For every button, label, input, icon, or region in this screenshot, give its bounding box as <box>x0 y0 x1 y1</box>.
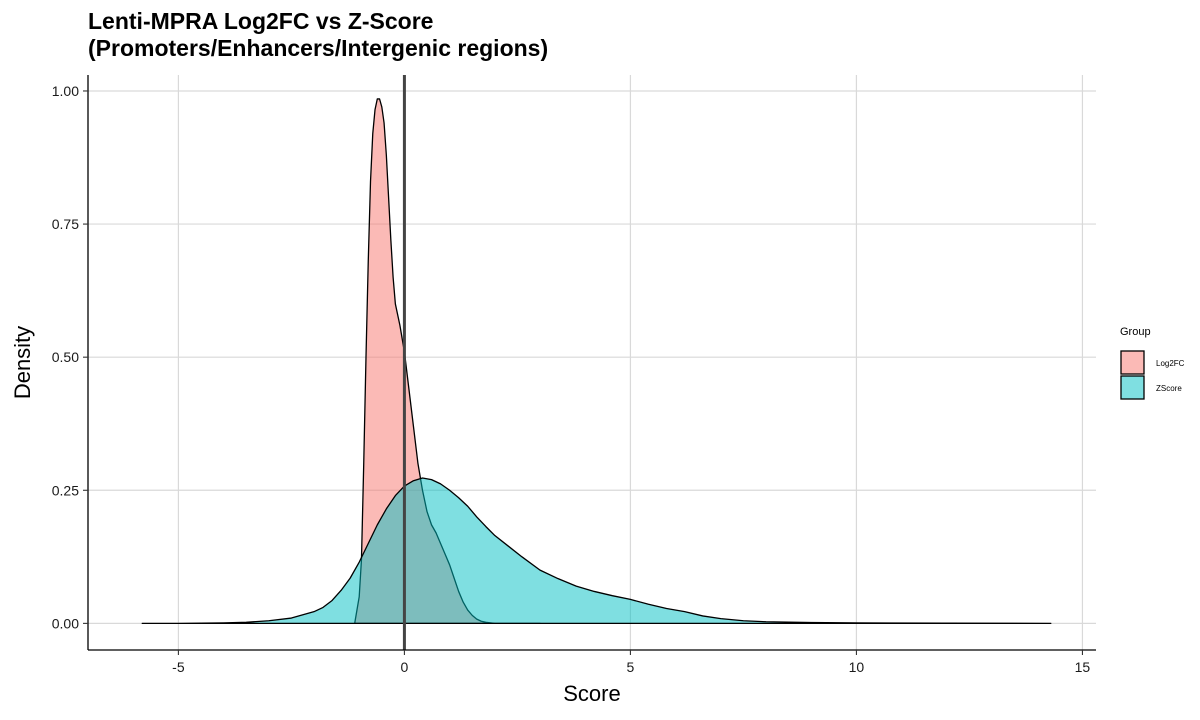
density-area-zscore <box>141 477 1052 625</box>
gridlines <box>88 75 1096 650</box>
x-tick-label: 10 <box>849 659 865 675</box>
legend: Group Log2FC ZScore <box>1120 326 1185 400</box>
x-tick-label: 0 <box>401 659 409 675</box>
legend-title: Group <box>1120 326 1151 338</box>
legend-key-log2fc <box>1120 350 1145 375</box>
y-tick-label: 1.00 <box>52 83 79 99</box>
legend-key-zscore <box>1120 375 1145 400</box>
density-areas <box>141 98 1052 625</box>
y-tick-label: 0.25 <box>52 482 79 498</box>
y-tick-label: 0.50 <box>52 349 79 365</box>
x-tick-label: -5 <box>172 659 185 675</box>
x-tick-label: 15 <box>1075 659 1091 675</box>
x-tick-label: 5 <box>627 659 635 675</box>
legend-label-log2fc: Log2FC <box>1156 359 1185 368</box>
chart-title-line-1: Lenti-MPRA Log2FC vs Z-Score <box>88 8 433 34</box>
y-tick-label: 0.75 <box>52 216 79 232</box>
y-axis-title: Density <box>10 326 35 399</box>
axes: -5 0 5 10 15 0.00 0.25 0.50 0.75 1.00 <box>52 75 1096 675</box>
legend-label-zscore: ZScore <box>1156 384 1182 393</box>
y-tick-label: 0.00 <box>52 615 79 631</box>
x-axis-title: Score <box>563 681 620 706</box>
chart-title-line-2: (Promoters/Enhancers/Intergenic regions) <box>88 35 548 61</box>
